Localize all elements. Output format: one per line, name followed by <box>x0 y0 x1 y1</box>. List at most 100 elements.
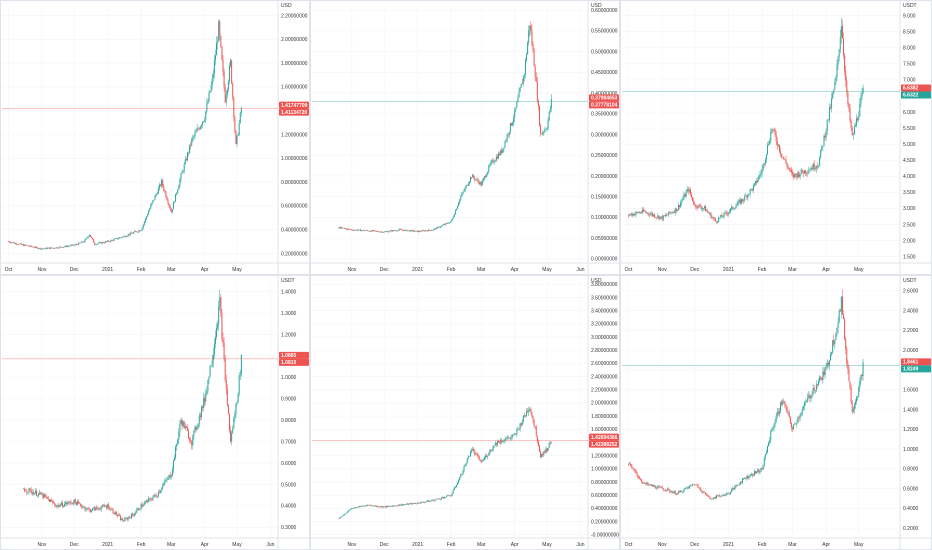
candle-body <box>628 463 630 465</box>
candle-body <box>776 141 778 146</box>
candle-body <box>221 313 223 339</box>
candle-body <box>23 244 25 246</box>
candle-body <box>398 504 400 506</box>
candle-body <box>224 358 226 380</box>
candle-body <box>403 230 405 231</box>
candle-body <box>76 501 78 505</box>
candle-body <box>183 421 185 429</box>
x-tick-label: Dec <box>380 267 389 273</box>
candle-body <box>474 177 476 180</box>
candle-body <box>513 118 515 123</box>
candle-body <box>809 395 811 399</box>
candle-body <box>153 199 155 201</box>
candle-body <box>103 242 105 244</box>
candle-body <box>448 223 450 224</box>
candle-body <box>669 211 671 214</box>
x-tick-label: Dec <box>70 267 79 273</box>
candle-body <box>683 194 685 199</box>
y-tick-label: 1.4000 <box>903 407 919 413</box>
candle-body <box>672 492 674 493</box>
candle-body <box>443 224 445 226</box>
candle-body <box>67 246 69 247</box>
candle-body <box>496 440 498 445</box>
candle-body <box>174 201 175 203</box>
candle-body <box>29 245 31 247</box>
y-tick-label: 1.0000 <box>281 375 297 381</box>
candle-body <box>512 122 514 126</box>
candle-body <box>472 449 474 451</box>
candle-body <box>695 484 697 486</box>
candle-body <box>663 489 665 491</box>
candle-body <box>62 506 64 507</box>
candle-body <box>538 106 540 126</box>
chart-panel-3[interactable]: 1.500 2.000 2.500 3.000 3.500 4.000 4.500 5.000… <box>620 0 932 275</box>
candle-body <box>199 415 201 417</box>
candle-body <box>214 55 216 61</box>
y-tick-label: 2.2000 <box>903 328 919 334</box>
candle-body <box>679 205 681 207</box>
candle-body <box>45 496 47 498</box>
candle-body <box>491 449 493 451</box>
candle-body <box>773 129 775 131</box>
candle-body <box>485 455 487 458</box>
candle-body <box>363 505 365 507</box>
candle-body <box>203 121 205 122</box>
candle-body <box>498 440 500 443</box>
candle-body <box>718 217 720 222</box>
candle-body <box>857 396 859 398</box>
candle-body <box>355 229 357 231</box>
candle-body <box>25 244 27 246</box>
candle-body <box>748 477 750 479</box>
candle-body <box>652 484 654 487</box>
candle-body <box>184 426 186 429</box>
candle-body <box>203 398 205 408</box>
candle-body <box>34 246 36 248</box>
candle-body <box>176 193 178 194</box>
candle-body <box>197 423 199 427</box>
candle-body <box>404 504 406 506</box>
candle-body <box>61 502 63 507</box>
candle-body <box>230 430 232 442</box>
candle-body <box>815 384 817 391</box>
price-tag <box>901 84 931 92</box>
candle-body <box>99 242 101 243</box>
candle-body <box>533 420 535 427</box>
candle-body <box>828 107 830 120</box>
candle-body <box>827 119 829 120</box>
y-tick-label: 0.20000000 <box>281 251 308 257</box>
candle-body <box>220 35 222 47</box>
candle-body <box>763 163 765 165</box>
candle-body <box>858 387 860 397</box>
y-tick-label: 0.80000000 <box>281 180 308 186</box>
candle-body <box>116 238 118 240</box>
candle-body <box>772 428 774 430</box>
candle-body <box>861 374 863 376</box>
chart-panel-5[interactable]: -0.00000000 0.20000000 0.40000000 0.6000000… <box>310 275 620 550</box>
candle-body <box>44 494 46 497</box>
candle-body <box>411 503 413 505</box>
candle-body <box>54 248 56 249</box>
candle-body <box>458 480 460 484</box>
candle-body <box>535 76 537 82</box>
candle-body <box>230 60 232 67</box>
candle-body <box>385 506 387 508</box>
candle-body <box>431 500 433 502</box>
candle-body <box>780 402 782 412</box>
y-tick-label: 0.05000000 <box>591 236 618 242</box>
candle-body <box>528 410 530 413</box>
chart-panel-6[interactable]: 0.2000 0.4000 0.6000 0.8000 1.0000 1.2000 1.40… <box>620 275 932 550</box>
candle-body <box>643 483 645 484</box>
candle-body <box>236 402 238 404</box>
chart-panel-1[interactable]: 0.20000000 0.40000000 0.60000000 0.80000000… <box>0 0 310 275</box>
candle-body <box>710 498 712 500</box>
candle-body <box>824 135 826 138</box>
candle-body <box>662 215 664 220</box>
chart-panel-2[interactable]: 0.00000000 0.05000000 0.10000000 0.15000000… <box>310 0 620 275</box>
candle-body <box>701 208 703 210</box>
x-tick-label: Apr <box>201 542 209 548</box>
candle-body <box>503 441 505 442</box>
candle-body <box>524 60 526 75</box>
candle-body <box>13 242 15 244</box>
candle-body <box>681 490 683 492</box>
chart-panel-4[interactable]: 0.3000 0.4000 0.5000 0.6000 0.7000 0.8000 0.90… <box>0 275 310 550</box>
